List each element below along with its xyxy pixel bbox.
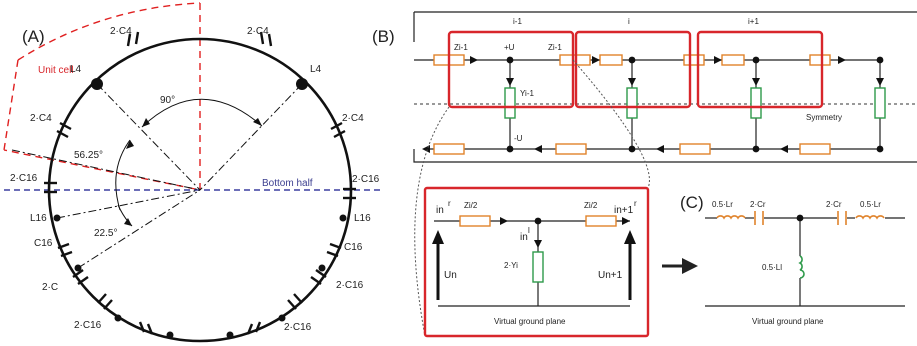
cap-bottom-right-label: 2·C16 [284,322,312,333]
cap-right-label: 2·C4 [342,113,364,124]
current-arrows [422,56,884,153]
cap-c16-r2-label: 2·C16 [336,280,364,291]
transmission-lines [413,11,917,163]
panel-c: (C) 0.5·Lr 2·Cr 2·Cr 0.5·Lr 0.5·Ll V [680,193,905,326]
z-left-label: Zi-1 [454,43,468,52]
cell-prev-label: i-1 [513,17,522,26]
unit-cell-label: Unit cell [38,65,74,76]
cap-c16-right-label: 2·C16 [352,174,380,185]
u-n-label: Un [444,270,457,281]
plus-u-label: +U [504,43,515,52]
c16-right-label: C16 [344,242,363,253]
inset-box [423,186,650,338]
cap-top-right-label: 2·C4 [247,26,269,37]
c-c-right-label: 2·Cr [826,200,842,209]
panel-c-letter: (C) [680,193,704,212]
panel-a: (A) Unit cell Bottom half [3,2,384,343]
inset-y [532,251,544,283]
cap-left-label: 2·C4 [30,113,52,124]
cap-top-left-label: 2·C4 [110,26,132,37]
i-l-sup: l [528,226,530,235]
inset-node [534,217,542,225]
i-n1-label: in+1 [614,205,634,216]
zi-half-2-label: Zi/2 [584,201,598,210]
bottom-impedances [433,143,831,155]
cell-boxes [447,30,824,109]
y-half-label: 2·Yi [504,261,518,270]
voltage-arrowheads [432,230,636,244]
angle-90-label: 90° [160,95,175,106]
radial-lines [11,83,303,269]
minus-u-label: -U [514,134,523,143]
c16-left-label: C16 [34,238,53,249]
c-series-inductors [716,215,885,220]
y-label: Yi-1 [520,89,534,98]
voltage-arrows [436,240,632,300]
cap-2c-label: 2·C [42,282,58,293]
c-ground-label: Virtual ground plane [752,317,824,326]
inductor-right-label: L4 [310,64,322,75]
i-n1-sup: r [634,199,637,208]
bottom-half-label: Bottom half [262,178,313,189]
inset-ground-label: Virtual ground plane [494,317,566,326]
inset-z1 [459,215,491,227]
angle-arcs [115,98,263,227]
cap-c16-left-label: 2·C16 [10,173,38,184]
i-n-sup: r [448,199,451,208]
cell-next-label: i+1 [748,17,759,26]
c-node [796,214,804,222]
i-n-label: in [436,205,444,216]
zi-half-1-label: Zi/2 [464,201,478,210]
c-shunt-inductor [796,255,805,279]
z-right-label: Zi-1 [548,43,562,52]
cap-bottom-left-label: 2·C16 [74,320,102,331]
panel-a-letter: (A) [22,27,45,46]
panel-b: (B) Symmetry [372,11,917,338]
u-n1-label: Un+1 [598,270,623,281]
i-l-label: in [520,232,528,243]
inset-arrows [500,217,630,248]
symmetry-label: Symmetry [806,113,842,122]
c-capacitors [754,211,847,225]
arc-arrowheads [124,118,262,226]
angle-225-label: 22.5° [94,228,117,239]
to-panel-c-arrow [662,258,698,274]
panel-b-letter: (B) [372,27,395,46]
inset-z2 [585,215,617,227]
cell-cur-label: i [628,17,630,26]
junction-dots [506,56,884,153]
c-l-left-label: 0.5·Lr [712,200,733,209]
c-c-left-label: 2·Cr [750,200,766,209]
c-l-shunt-label: 0.5·Ll [762,263,782,272]
l16-right-label: L16 [354,213,371,224]
c-wires [705,217,905,307]
inset-wires [434,220,630,307]
ring-capacitors [44,31,356,335]
l16-left-label: L16 [30,213,47,224]
shunt-admittances [504,87,886,119]
zoom-lines [414,59,650,337]
angle-5625-label: 56.25° [74,150,103,161]
inductor-left-label: L4 [70,64,82,75]
c-l-right-label: 0.5·Lr [860,200,881,209]
